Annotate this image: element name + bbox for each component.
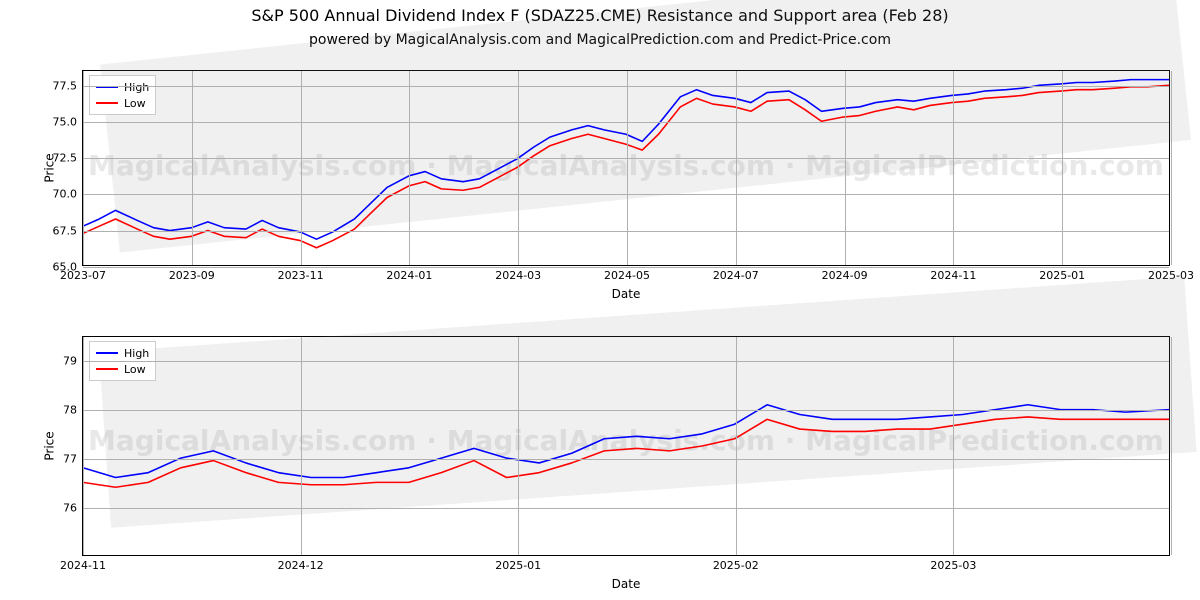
gridline-horizontal [83, 158, 1169, 159]
gridline-vertical [1062, 71, 1063, 265]
gridline-vertical [301, 71, 302, 265]
gridline-horizontal [83, 194, 1169, 195]
legend-swatch [96, 102, 118, 104]
gridline-horizontal [83, 122, 1169, 123]
gridline-vertical [518, 71, 519, 265]
y-tick-label: 77 [63, 453, 83, 466]
x-tick-label: 2024-05 [604, 265, 650, 282]
legend-label: Low [124, 97, 146, 110]
gridline-horizontal [83, 410, 1169, 411]
legend-item: High [96, 79, 149, 95]
x-tick-label: 2024-11 [930, 265, 976, 282]
series-line [83, 405, 1169, 478]
legend-swatch [96, 368, 118, 370]
gridline-vertical [192, 71, 193, 265]
gridline-horizontal [83, 508, 1169, 509]
y-tick-label: 76 [63, 502, 83, 515]
y-tick-label: 78 [63, 404, 83, 417]
gridline-horizontal [83, 459, 1169, 460]
gridline-vertical [1171, 337, 1172, 555]
gridline-vertical [627, 71, 628, 265]
x-tick-label: 2024-03 [495, 265, 541, 282]
legend: High Low [89, 75, 156, 115]
x-tick-label: 2025-02 [713, 555, 759, 572]
gridline-vertical [518, 337, 519, 555]
series-line [83, 85, 1169, 247]
gridline-vertical [736, 337, 737, 555]
gridline-vertical [301, 337, 302, 555]
x-tick-label: 2024-12 [278, 555, 324, 572]
chart-panel-bottom: MagicalAnalysis.com · MagicalAnalysis.co… [82, 336, 1170, 556]
x-tick-label: 2024-07 [713, 265, 759, 282]
gridline-horizontal [83, 361, 1169, 362]
x-axis-label: Date [612, 555, 641, 591]
legend-item: High [96, 345, 149, 361]
chart-lines-top [83, 71, 1169, 265]
y-tick-label: 67.5 [53, 224, 84, 237]
x-tick-label: 2025-01 [1039, 265, 1085, 282]
legend-item: Low [96, 361, 149, 377]
x-tick-label: 2023-11 [278, 265, 324, 282]
gridline-vertical [953, 337, 954, 555]
x-tick-label: 2023-07 [60, 265, 106, 282]
y-tick-label: 70.0 [53, 188, 84, 201]
gridline-horizontal [83, 231, 1169, 232]
gridline-vertical [83, 71, 84, 265]
y-tick-label: 79 [63, 355, 83, 368]
y-axis-label: Price [43, 431, 57, 460]
series-line [83, 417, 1169, 487]
legend-label: Low [124, 363, 146, 376]
x-tick-label: 2025-01 [495, 555, 541, 572]
series-line [83, 80, 1169, 240]
legend-swatch [96, 352, 118, 354]
legend-item: Low [96, 95, 149, 111]
gridline-horizontal [83, 86, 1169, 87]
chart-panel-top: MagicalAnalysis.com · MagicalAnalysis.co… [82, 70, 1170, 266]
y-tick-label: 72.5 [53, 152, 84, 165]
x-tick-label: 2024-09 [822, 265, 868, 282]
gridline-vertical [83, 337, 84, 555]
gridline-vertical [845, 71, 846, 265]
legend-label: High [124, 81, 149, 94]
x-tick-label: 2023-09 [169, 265, 215, 282]
gridline-vertical [409, 71, 410, 265]
x-tick-label: 2024-01 [386, 265, 432, 282]
legend-label: High [124, 347, 149, 360]
x-tick-label: 2025-03 [930, 555, 976, 572]
y-tick-label: 75.0 [53, 115, 84, 128]
gridline-vertical [1171, 71, 1172, 265]
gridline-vertical [736, 71, 737, 265]
x-tick-label: 2024-11 [60, 555, 106, 572]
chart-lines-bottom [83, 337, 1169, 555]
gridline-vertical [953, 71, 954, 265]
y-tick-label: 77.5 [53, 79, 84, 92]
figure: S&P 500 Annual Dividend Index F (SDAZ25.… [0, 0, 1200, 600]
